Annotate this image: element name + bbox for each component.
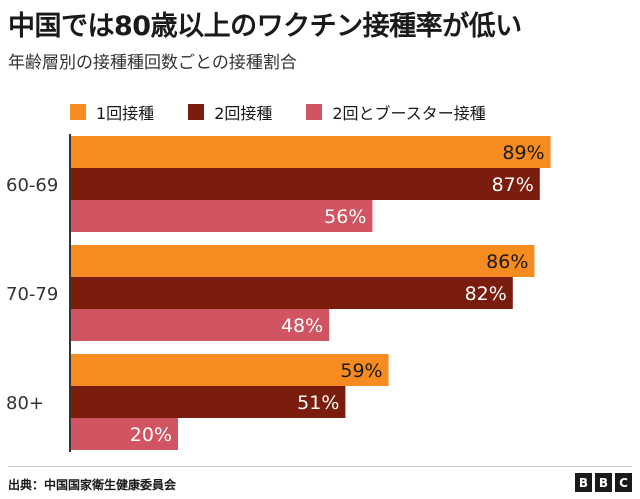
bar-60-69-series-2	[70, 168, 540, 200]
footer-divider	[8, 466, 632, 467]
data-label-80+-series-1: 59%	[340, 360, 382, 382]
bar-70-79-series-2	[70, 277, 513, 309]
bar-70-79-series-3	[70, 309, 330, 341]
legend-label-2: 2回接種	[214, 104, 273, 123]
bar-60-69-series-3	[70, 200, 373, 232]
data-label-60-69-series-3: 56%	[324, 206, 366, 228]
legend-label-3: 2回とブースター接種	[332, 104, 486, 123]
bar-80+-series-2	[70, 386, 346, 418]
bar-chart: 89% 87% 56% 60-69 86% 82% 48% 70-79 59%51% 20% 80+	[6, 134, 551, 452]
legend-swatch-3	[306, 104, 323, 120]
category-label-80+: 80+	[6, 393, 44, 414]
bbc-logo: B B C	[572, 473, 632, 492]
data-label-60-69-series-2: 87%	[492, 174, 534, 196]
data-label-80+-series-3: 20%	[130, 424, 172, 446]
category-label-70-79: 70-79	[6, 284, 58, 305]
bbc-logo-letter-1: B	[575, 473, 592, 492]
chart-title: 中国では80歳以上のワクチン接種率が低い	[8, 11, 522, 42]
bar-80+-series-3	[70, 418, 178, 450]
data-label-70-79-series-1: 86%	[486, 251, 528, 273]
bar-60-69-series-1	[70, 136, 551, 168]
chart-subtitle: 年齢層別の接種種回数ごとの接種割合	[8, 53, 297, 73]
legend-item-2: 2回接種	[188, 100, 272, 124]
data-label-60-69-series-1: 89%	[502, 142, 544, 164]
legend-item-3: 2回とブースター接種	[306, 100, 486, 124]
bbc-logo-letter-3: C	[615, 473, 632, 492]
bar-70-79-series-1	[70, 245, 535, 277]
bar-80+-series-1	[70, 354, 389, 386]
data-label-80+-series-2: 51%	[297, 392, 339, 414]
category-label-60-69: 60-69	[6, 175, 58, 196]
legend-item-1: 1回接種	[70, 100, 154, 124]
legend-swatch-1	[70, 104, 86, 120]
bbc-logo-letter-2: B	[595, 473, 612, 492]
data-label-70-79-series-2: 82%	[465, 283, 507, 305]
source-note: 出典：中国国家衛生健康委員会	[8, 478, 177, 492]
data-label-70-79-series-3: 48%	[281, 315, 323, 337]
legend: 1回接種 2回接種 2回とブースター接種	[70, 100, 520, 124]
legend-swatch-2	[188, 104, 205, 120]
legend-label-1: 1回接種	[96, 104, 155, 123]
